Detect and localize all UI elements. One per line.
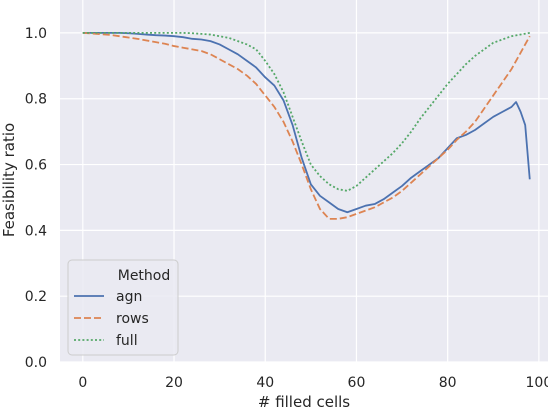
legend-title: Method: [118, 268, 171, 284]
y-tick-label: 0.4: [25, 223, 47, 239]
x-tick-label: 40: [256, 375, 274, 391]
y-tick-label: 0.2: [25, 289, 47, 305]
y-tick-label: 1.0: [25, 26, 47, 42]
x-tick-label: 20: [165, 375, 183, 391]
x-tick-label: 0: [78, 375, 87, 391]
y-axis-label: Feasibility ratio: [0, 123, 18, 237]
x-tick-labels: 0 20 40 60 80 100: [78, 375, 548, 391]
legend-label-agn: agn: [116, 289, 142, 305]
x-tick-label: 100: [526, 375, 548, 391]
legend-label-rows: rows: [116, 311, 149, 327]
series-line-full: [82, 32, 530, 192]
x-axis-label: # filled cells: [258, 393, 350, 410]
x-tick-label: 80: [439, 375, 457, 391]
series-line-rows: [82, 32, 531, 220]
y-tick-labels: 0.0 0.2 0.4 0.6 0.8 1.0: [25, 26, 47, 371]
legend-label-full: full: [116, 333, 138, 349]
x-tick-label: 60: [348, 375, 366, 391]
series-line-agn: [82, 32, 531, 214]
legend: Method agn rows full: [67, 259, 179, 356]
legend-box: [67, 259, 179, 356]
legend-items: agn rows full: [74, 289, 149, 349]
y-tick-label: 0.0: [25, 355, 47, 371]
series-lines: [82, 32, 531, 220]
y-tick-label: 0.6: [25, 158, 47, 174]
y-tick-label: 0.8: [25, 92, 47, 108]
